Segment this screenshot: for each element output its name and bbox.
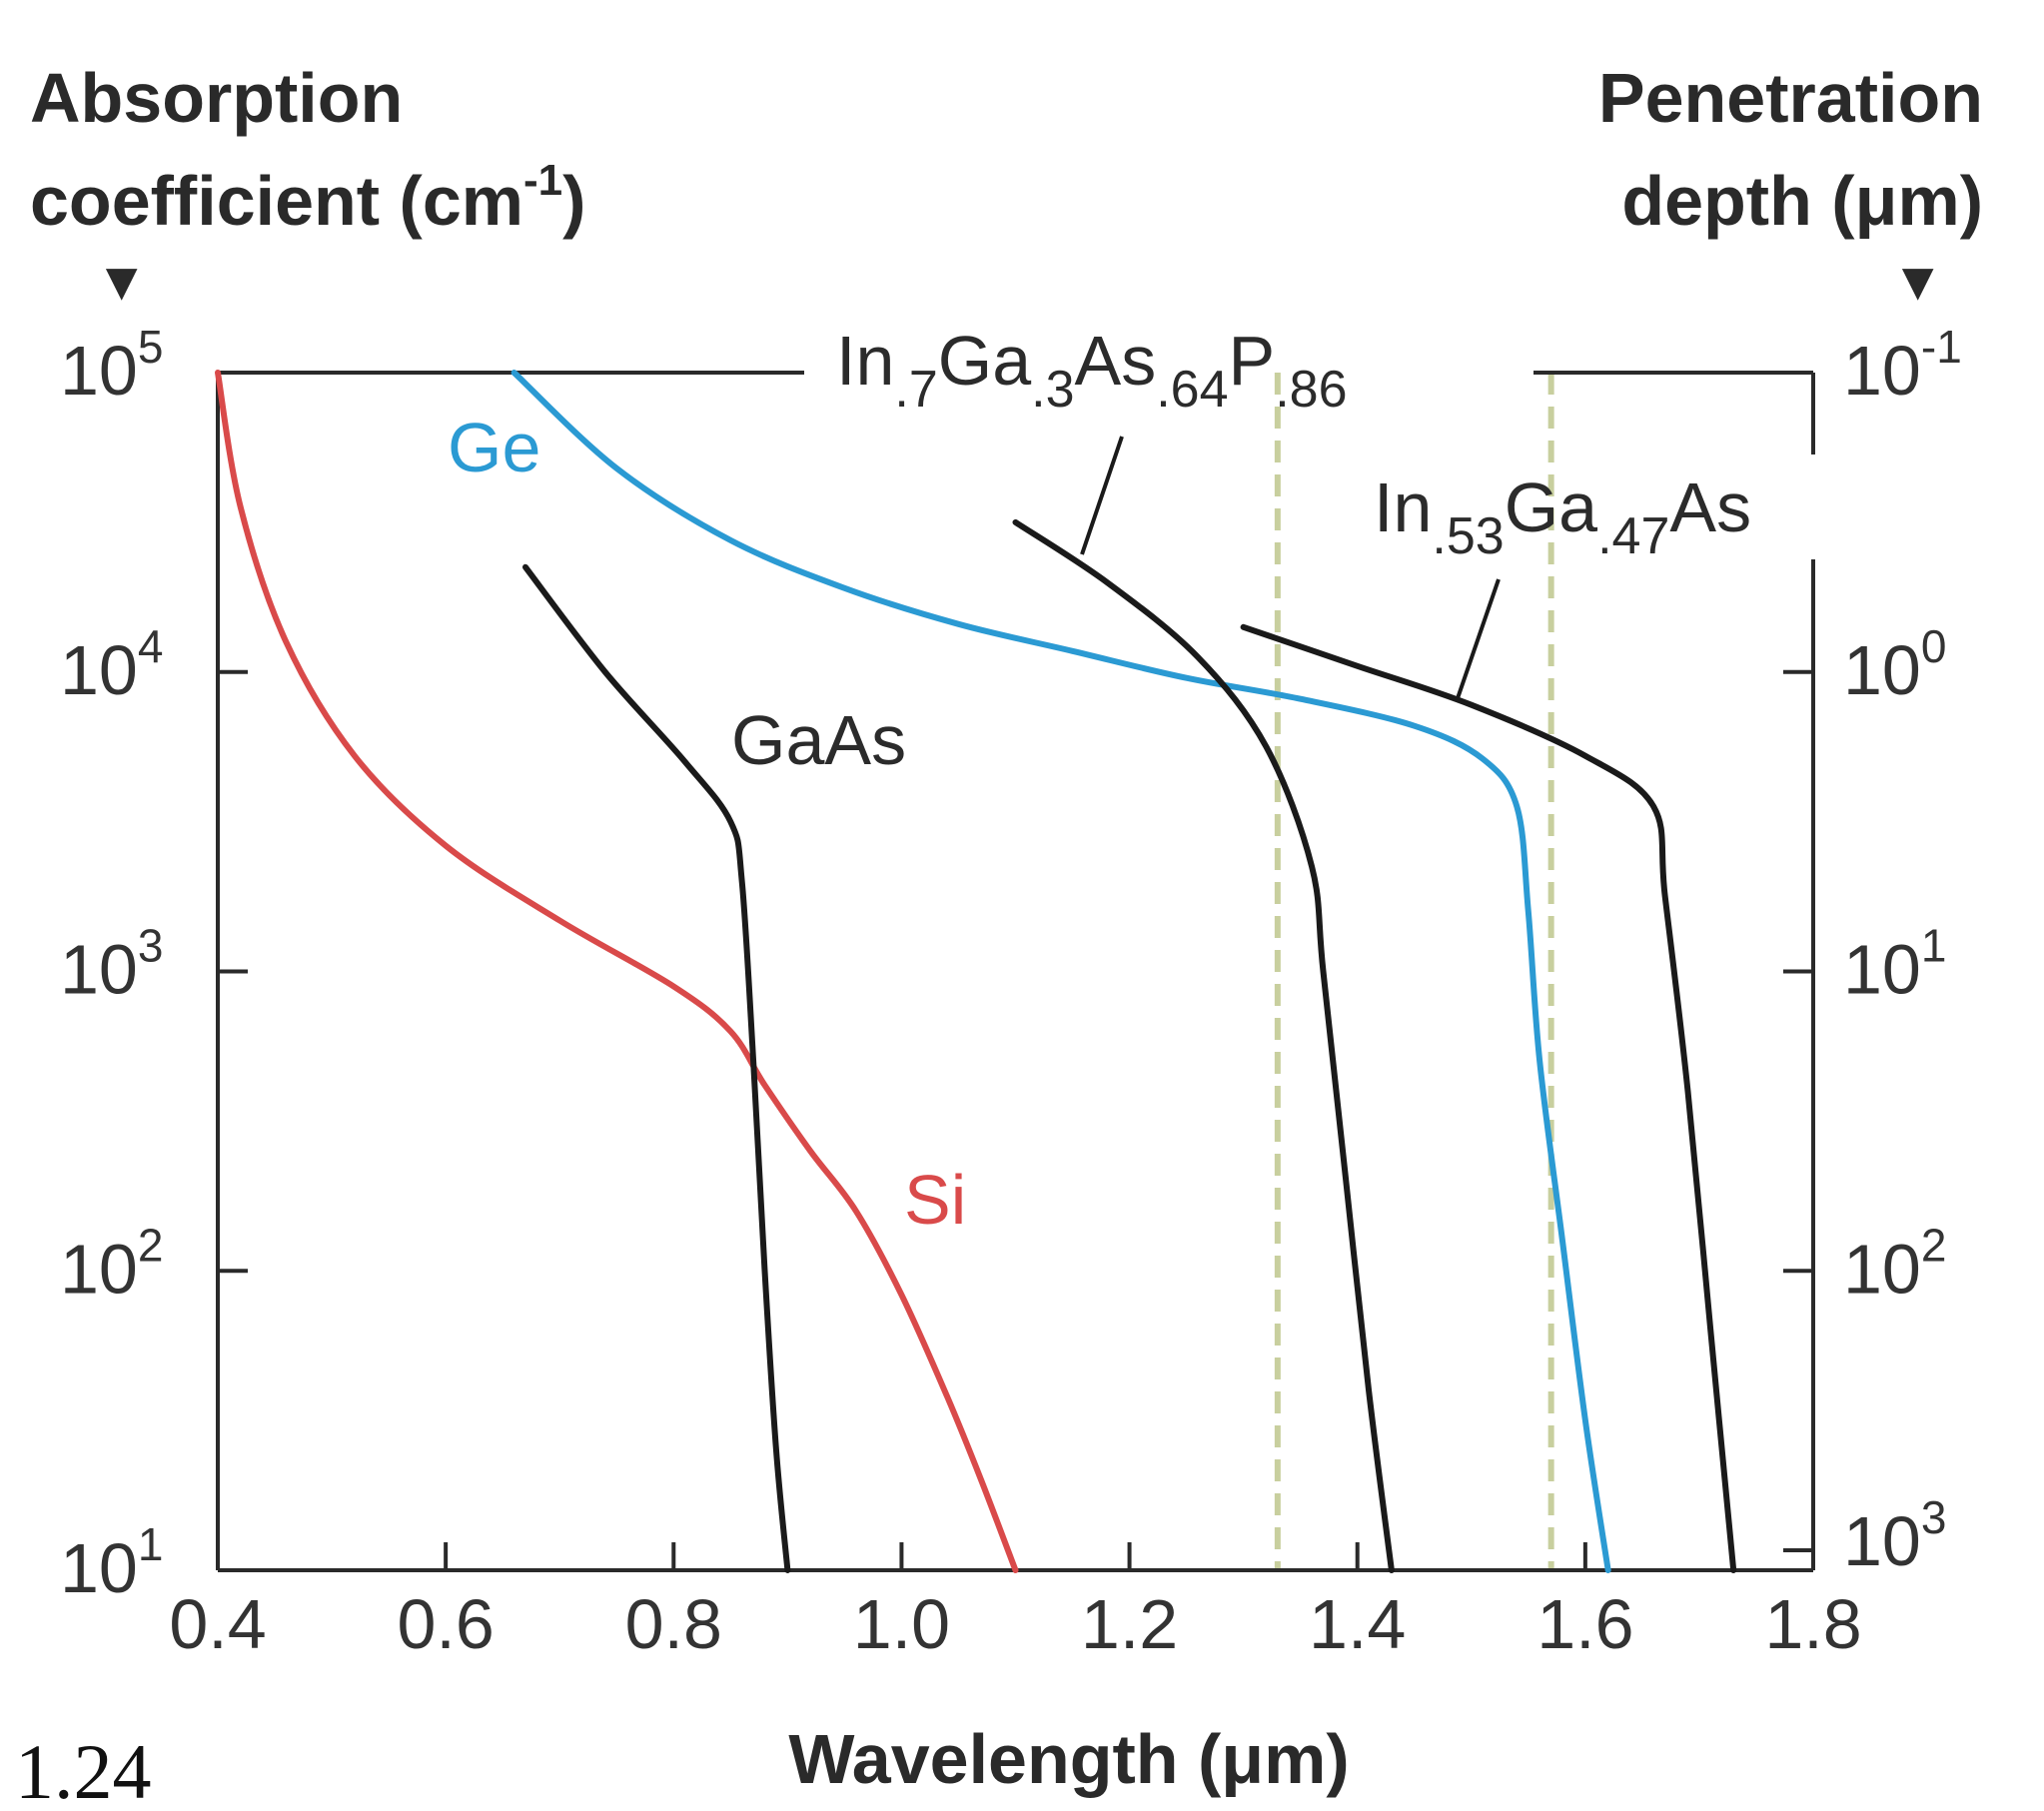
- gaas-label: GaAs: [731, 701, 906, 779]
- x-tick-label: 0.4: [169, 1585, 266, 1663]
- series-si-line: [215, 370, 1019, 1573]
- ge-label: Ge: [448, 409, 540, 486]
- left-axis-marker: ▼: [95, 252, 148, 312]
- y-tick-label-right: 102: [1843, 1219, 1946, 1308]
- right-axis-marker: ▼: [1891, 252, 1944, 312]
- y-tick-label-right: 103: [1843, 1491, 1946, 1580]
- left-axis-title-line1: Absorption: [30, 59, 403, 137]
- x-tick-label: 1.4: [1309, 1585, 1406, 1663]
- figure-number: 1.24: [15, 1728, 152, 1811]
- ingaas-label: In.53Ga.47As: [1374, 468, 1751, 565]
- ingaasp-leader-line: [1080, 436, 1124, 555]
- series-in-7ga-3as-64p-86-line: [1012, 518, 1395, 1573]
- x-axis-title: Wavelength (μm): [788, 1720, 1349, 1798]
- ingaasp-label: In.7Ga.3As.64P.86: [836, 322, 1348, 419]
- x-tick-label: 1.6: [1536, 1585, 1633, 1663]
- x-tick-label: 0.6: [397, 1585, 494, 1663]
- left-axis-title-line2: coefficient (cm-1): [30, 156, 585, 240]
- x-tick-label: 1.8: [1764, 1585, 1861, 1663]
- y-tick-label-left: 102: [60, 1219, 163, 1308]
- right-axis-title-line2: depth (μm): [1621, 162, 1983, 240]
- series-gaas-line: [522, 563, 791, 1573]
- x-tick-label: 0.8: [625, 1585, 722, 1663]
- si-label: Si: [904, 1161, 966, 1239]
- y-tick-label-left: 104: [60, 620, 163, 709]
- y-tick-label-left: 103: [60, 920, 163, 1009]
- x-tick-label: 1.2: [1081, 1585, 1178, 1663]
- series-in-53ga-47as-line: [1240, 623, 1737, 1573]
- y-tick-label-right: 101: [1843, 920, 1946, 1009]
- y-tick-label-left: 101: [60, 1518, 163, 1607]
- y-tick-label-left: 105: [60, 321, 163, 410]
- ingaas-leader-line: [1455, 578, 1501, 702]
- right-axis-title-line1: Penetration: [1598, 59, 1983, 137]
- x-tick-label: 1.0: [853, 1585, 950, 1663]
- series-ge-line: [511, 370, 1611, 1573]
- y-tick-label-right: 10-1: [1843, 321, 1962, 410]
- y-tick-label-right: 100: [1843, 620, 1946, 709]
